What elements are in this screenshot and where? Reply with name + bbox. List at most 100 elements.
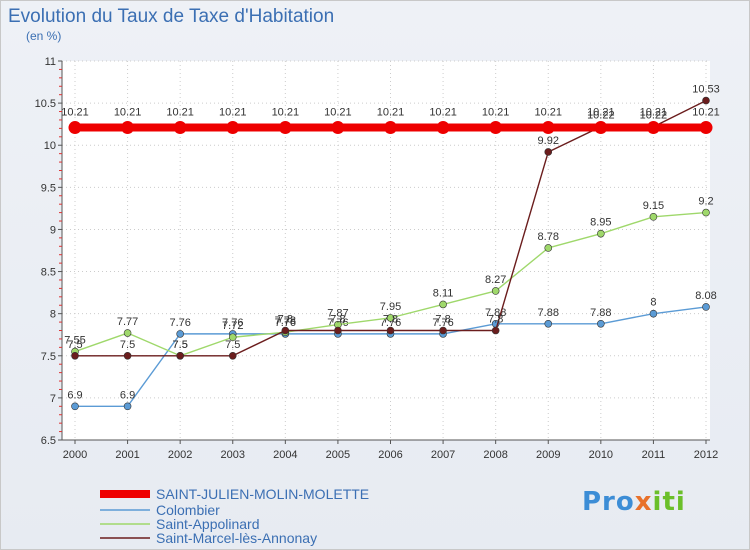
- data-label: 7.8: [488, 314, 503, 326]
- data-point: [384, 121, 397, 135]
- data-label: 9.92: [538, 135, 559, 147]
- data-label: 8: [650, 297, 656, 309]
- data-point: [176, 351, 184, 360]
- data-label: 7.5: [67, 339, 82, 351]
- x-tick-label: 2001: [115, 449, 139, 461]
- data-label: 10.21: [482, 107, 510, 119]
- data-label: 6.9: [67, 389, 82, 401]
- data-label: 10.22: [640, 110, 668, 122]
- data-label: 10.21: [166, 107, 194, 119]
- data-label: 7.77: [117, 316, 138, 328]
- proxiti-logo: Proxiti: [582, 487, 686, 517]
- data-point: [334, 326, 342, 335]
- data-point: [331, 121, 345, 135]
- x-tick-label: 2000: [63, 449, 87, 461]
- data-label: 7.76: [169, 317, 190, 329]
- data-point: [121, 121, 135, 135]
- data-point: [228, 351, 237, 360]
- data-label: 7.76: [275, 317, 296, 329]
- data-point: [226, 121, 240, 135]
- data-point: [491, 287, 500, 295]
- data-label: 9.15: [643, 200, 664, 212]
- data-label: 7.8: [435, 314, 450, 326]
- y-tick-label: 8.5: [41, 267, 56, 279]
- x-tick-label: 2011: [642, 449, 666, 461]
- data-label: 7.87: [327, 308, 348, 320]
- data-label: 7.55: [64, 335, 85, 347]
- data-point: [176, 330, 184, 338]
- data-label: 7.95: [380, 301, 401, 313]
- data-label: 8.95: [590, 217, 611, 229]
- data-point: [123, 329, 132, 337]
- data-point: [594, 121, 608, 135]
- x-tick-label: 2009: [536, 449, 560, 461]
- data-label: 7.76: [380, 317, 401, 329]
- data-label: 10.21: [219, 107, 247, 119]
- data-label: 6.9: [120, 389, 135, 401]
- data-label: 8.08: [695, 290, 716, 302]
- data-label: 7.5: [120, 339, 135, 351]
- data-label: 10.21: [272, 107, 300, 119]
- data-label: 7.5: [173, 339, 188, 351]
- data-label: 10.53: [692, 84, 720, 96]
- data-label: 7.78: [275, 315, 296, 327]
- y-tick-label: 9: [50, 224, 56, 236]
- data-point: [702, 303, 710, 311]
- legend-label: Colombier: [156, 502, 220, 518]
- data-label: 10.21: [324, 107, 352, 119]
- data-label: 10.21: [534, 107, 562, 119]
- y-axis-unit-label: (en %): [26, 29, 62, 43]
- legend-label: Saint-Appolinard: [156, 516, 260, 532]
- data-point: [699, 121, 713, 135]
- y-tick-label: 10: [44, 140, 56, 152]
- legend-label: SAINT-JULIEN-MOLIN-MOLETTE: [156, 486, 369, 502]
- data-point: [597, 319, 605, 328]
- data-label: 7.72: [222, 320, 243, 332]
- data-point: [541, 121, 555, 135]
- data-point: [281, 326, 290, 335]
- x-tick-label: 2007: [431, 449, 455, 461]
- data-label: 7.76: [222, 317, 243, 329]
- data-label: 10.21: [429, 107, 457, 119]
- data-point: [646, 121, 660, 135]
- data-label: 9.2: [698, 196, 713, 208]
- y-tick-label: 10.5: [35, 98, 56, 110]
- data-point: [489, 121, 503, 135]
- data-point: [436, 121, 450, 135]
- x-tick-label: 2003: [221, 449, 245, 461]
- data-label: 10.21: [692, 107, 720, 119]
- data-label: 10.21: [114, 107, 142, 119]
- data-point: [544, 148, 553, 156]
- data-label: 10.21: [587, 107, 615, 119]
- data-label: 7.8: [278, 314, 293, 326]
- data-label: 7.8: [383, 314, 398, 326]
- data-label: 7.88: [485, 307, 506, 319]
- data-point: [386, 314, 395, 322]
- data-point: [278, 121, 292, 135]
- y-tick-label: 6.5: [41, 435, 56, 447]
- data-label: 7.88: [590, 307, 611, 319]
- data-point: [439, 326, 447, 335]
- data-point: [544, 244, 553, 252]
- data-point: [702, 96, 710, 105]
- data-point: [702, 208, 710, 217]
- data-label: 7.5: [173, 339, 188, 351]
- y-tick-label: 11: [45, 56, 56, 68]
- y-tick-label: 8: [50, 309, 56, 321]
- x-tick-label: 2006: [378, 449, 402, 461]
- data-point: [228, 333, 237, 342]
- data-label: 10.21: [61, 107, 89, 119]
- x-tick-label: 2008: [483, 449, 507, 461]
- y-tick-label: 9.5: [41, 182, 56, 194]
- data-point: [597, 229, 605, 238]
- data-label: 10.22: [587, 110, 615, 122]
- data-label: 8.78: [538, 231, 559, 243]
- data-point: [649, 309, 658, 318]
- data-label: 10.21: [640, 107, 668, 119]
- data-label: 8.11: [433, 287, 454, 299]
- data-point: [173, 121, 187, 135]
- data-point: [71, 351, 79, 360]
- data-label: 10.21: [377, 107, 405, 119]
- data-point: [123, 402, 132, 411]
